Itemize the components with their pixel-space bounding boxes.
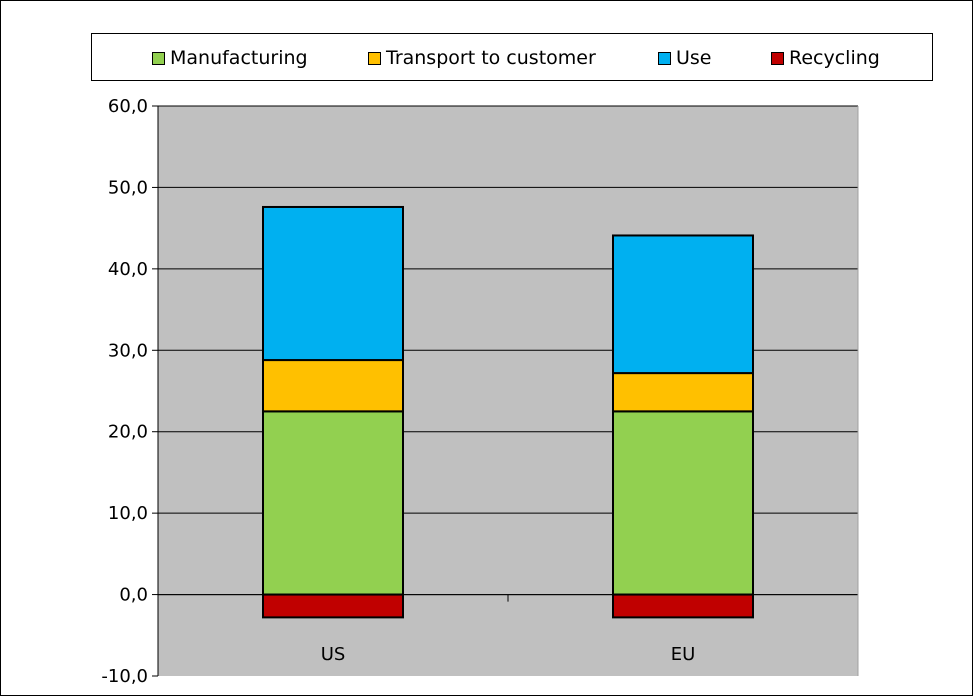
bar-us-transport-to-customer (262, 359, 404, 413)
y-tick-label: 0,0 (119, 585, 148, 606)
bar-eu-use (612, 234, 754, 375)
bar-eu-recycling (612, 593, 754, 619)
legend-item-use: Use (658, 34, 712, 82)
y-tick-label: 40,0 (108, 259, 148, 280)
legend-item-manufacturing: Manufacturing (152, 34, 308, 82)
legend-item-transport: Transport to customer (368, 34, 596, 82)
bar-eu-manufacturing (612, 410, 754, 596)
bar-us-manufacturing (262, 410, 404, 596)
legend-swatch-recycling (771, 51, 784, 65)
y-tick-label: 30,0 (108, 340, 148, 361)
x-tick-label: US (321, 644, 346, 665)
y-tick-label: -10,0 (101, 666, 148, 687)
legend-label-transport: Transport to customer (386, 47, 596, 69)
legend-item-recycling: Recycling (771, 34, 880, 82)
bar-eu-transport-to-customer (612, 372, 754, 413)
legend-label-recycling: Recycling (789, 47, 880, 69)
bar-us-recycling (262, 593, 404, 619)
bar-us-use (262, 205, 404, 362)
y-tick-label: 10,0 (108, 503, 148, 524)
y-tick-label: 50,0 (108, 177, 148, 198)
legend-swatch-use (658, 51, 671, 65)
legend-label-use: Use (676, 47, 712, 69)
y-tick-label: 20,0 (108, 422, 148, 443)
legend-swatch-transport (368, 51, 381, 65)
legend: Manufacturing Transport to customer Use … (91, 33, 933, 81)
legend-swatch-manufacturing (152, 51, 165, 65)
legend-label-manufacturing: Manufacturing (170, 47, 308, 69)
y-tick-label: 60,0 (108, 96, 148, 117)
x-tick-label: EU (671, 644, 696, 665)
